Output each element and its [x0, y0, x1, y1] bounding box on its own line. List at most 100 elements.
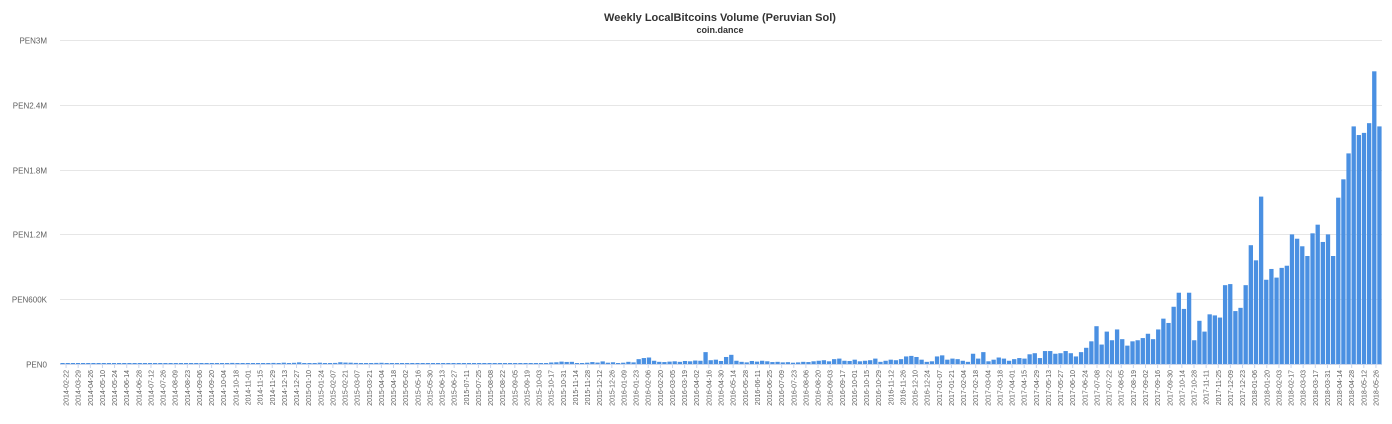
bar[interactable] [909, 355, 914, 364]
bar[interactable] [600, 361, 605, 364]
bar[interactable] [883, 360, 888, 364]
bar[interactable] [569, 361, 574, 364]
bar[interactable] [687, 361, 693, 364]
bar[interactable] [842, 360, 847, 364]
bar[interactable] [255, 363, 261, 364]
bar[interactable] [327, 363, 333, 364]
bar[interactable] [1006, 360, 1012, 364]
bar[interactable] [353, 362, 358, 364]
bar[interactable] [492, 363, 497, 364]
bar[interactable] [338, 362, 343, 364]
bar[interactable] [425, 363, 430, 364]
bar[interactable] [80, 363, 86, 364]
bar[interactable] [415, 363, 420, 364]
bar[interactable] [214, 363, 220, 364]
bar[interactable] [1120, 339, 1125, 364]
bar[interactable] [1094, 326, 1099, 364]
bar[interactable] [1377, 126, 1382, 365]
bar[interactable] [513, 363, 518, 364]
bar[interactable] [1012, 359, 1017, 364]
bar[interactable] [651, 360, 657, 364]
bar[interactable] [1269, 268, 1274, 364]
bar[interactable] [970, 353, 976, 364]
bar[interactable] [585, 362, 590, 364]
bar[interactable] [718, 360, 724, 364]
bar[interactable] [672, 361, 677, 364]
bar[interactable] [1356, 135, 1362, 364]
bar[interactable] [384, 363, 389, 364]
bar[interactable] [811, 361, 816, 364]
bar[interactable] [1207, 314, 1212, 364]
bar[interactable] [379, 362, 384, 364]
bar[interactable] [837, 358, 842, 364]
bar[interactable] [163, 363, 168, 364]
bar[interactable] [734, 360, 739, 364]
bar[interactable] [1156, 329, 1161, 364]
bar[interactable] [703, 352, 708, 364]
bar[interactable] [60, 363, 65, 364]
bar[interactable] [893, 360, 899, 364]
bar[interactable] [605, 362, 610, 364]
bar[interactable] [708, 360, 713, 364]
bar[interactable] [749, 360, 755, 364]
bar[interactable] [291, 362, 297, 364]
bar[interactable] [1058, 353, 1063, 364]
bar[interactable] [1181, 308, 1187, 364]
bar[interactable] [1248, 245, 1253, 364]
bar[interactable] [1310, 233, 1315, 364]
bar[interactable] [482, 363, 487, 364]
bar[interactable] [204, 363, 209, 364]
bar[interactable] [806, 362, 811, 364]
bar[interactable] [826, 361, 832, 364]
bar[interactable] [1135, 340, 1140, 364]
bar[interactable] [178, 363, 184, 364]
bar[interactable] [405, 363, 410, 364]
bar[interactable] [307, 363, 312, 364]
bar[interactable] [996, 357, 1001, 364]
bar[interactable] [533, 363, 538, 364]
bar[interactable] [1027, 354, 1032, 364]
bar[interactable] [698, 360, 703, 364]
bar[interactable] [1228, 284, 1233, 364]
bar[interactable] [430, 363, 436, 364]
bar[interactable] [86, 363, 91, 364]
bar[interactable] [646, 357, 652, 364]
bar[interactable] [631, 362, 636, 364]
bar[interactable] [801, 361, 806, 364]
bar[interactable] [924, 361, 929, 364]
bar[interactable] [1212, 315, 1217, 364]
bar[interactable] [127, 363, 132, 364]
bar[interactable] [682, 360, 688, 364]
bar[interactable] [564, 361, 569, 364]
bar[interactable] [158, 363, 163, 364]
bar[interactable] [456, 363, 461, 364]
bar[interactable] [1346, 153, 1351, 364]
bar[interactable] [955, 359, 960, 364]
bar[interactable] [111, 363, 117, 364]
bar[interactable] [173, 363, 178, 364]
bar[interactable] [1366, 123, 1372, 364]
bar[interactable] [343, 362, 348, 364]
bar[interactable] [1320, 241, 1325, 364]
bar[interactable] [1022, 358, 1027, 364]
bar[interactable] [132, 363, 137, 364]
bar[interactable] [626, 361, 631, 364]
bar[interactable] [595, 362, 600, 364]
bar[interactable] [142, 363, 148, 364]
bar[interactable] [487, 363, 492, 364]
bar[interactable] [770, 362, 775, 364]
bar[interactable] [235, 363, 240, 364]
bar[interactable] [471, 363, 477, 364]
bar[interactable] [538, 363, 544, 364]
bar[interactable] [1073, 356, 1079, 364]
bar[interactable] [394, 363, 400, 364]
bar[interactable] [621, 362, 626, 364]
bar[interactable] [965, 361, 971, 364]
bar[interactable] [75, 363, 81, 364]
bar[interactable] [441, 363, 446, 364]
bar[interactable] [1243, 285, 1248, 364]
bar[interactable] [739, 361, 744, 364]
bar[interactable] [369, 363, 374, 364]
bar[interactable] [636, 359, 641, 364]
bar[interactable] [1125, 345, 1130, 364]
